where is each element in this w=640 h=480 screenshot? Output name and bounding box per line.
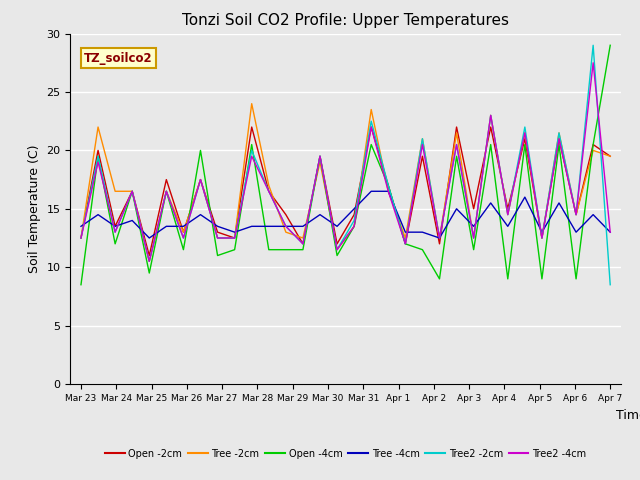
Y-axis label: Soil Temperature (C): Soil Temperature (C) [28,144,41,273]
X-axis label: Time: Time [616,408,640,421]
Title: Tonzi Soil CO2 Profile: Upper Temperatures: Tonzi Soil CO2 Profile: Upper Temperatur… [182,13,509,28]
Legend: Open -2cm, Tree -2cm, Open -4cm, Tree -4cm, Tree2 -2cm, Tree2 -4cm: Open -2cm, Tree -2cm, Open -4cm, Tree -4… [101,445,590,463]
Text: TZ_soilco2: TZ_soilco2 [84,52,153,65]
